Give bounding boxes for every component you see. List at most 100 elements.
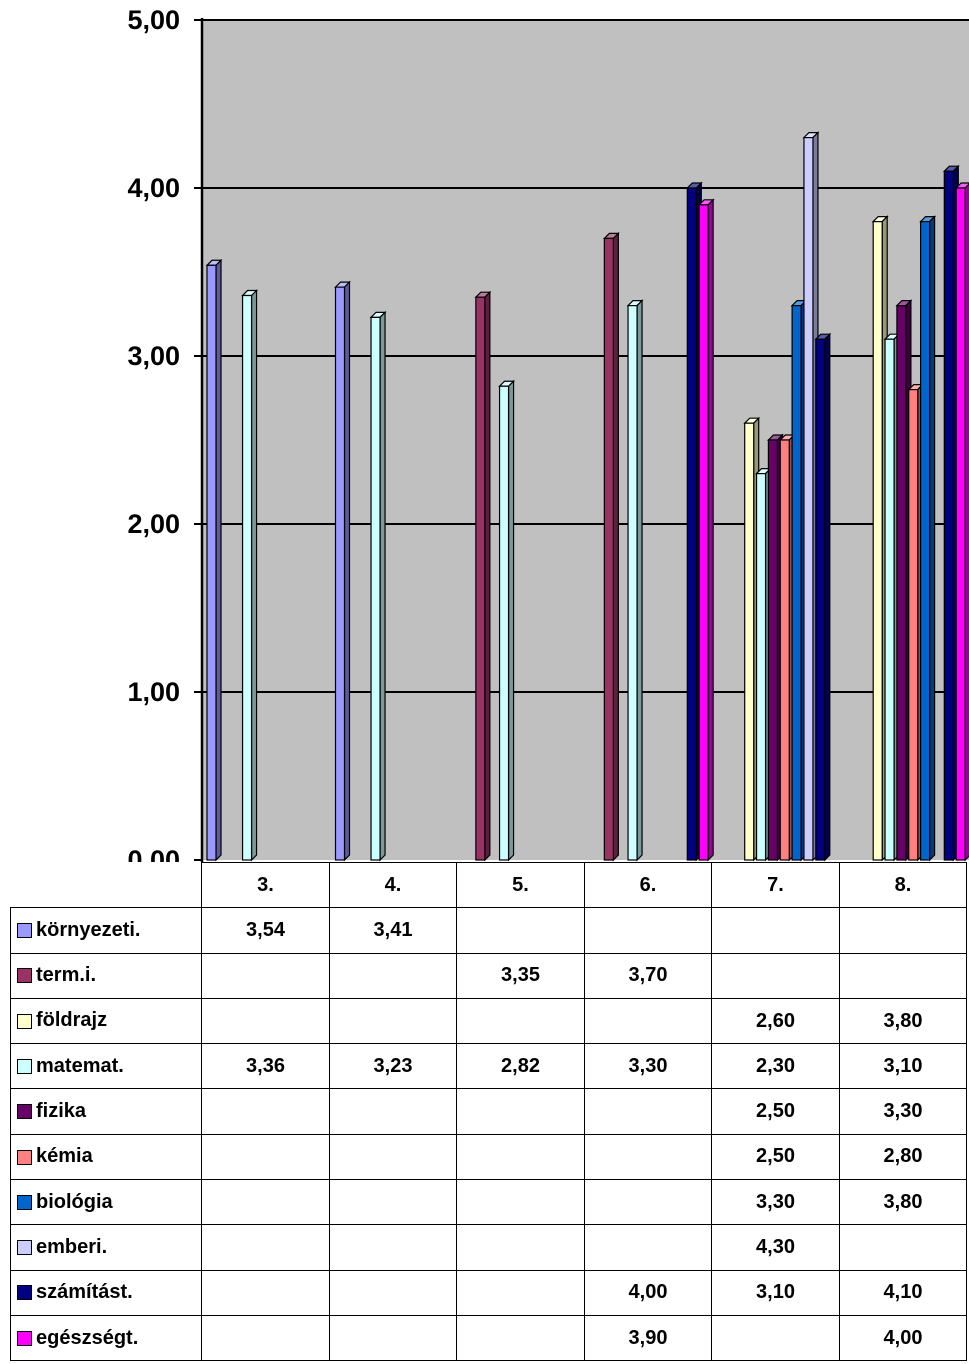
legend-entry: fizika [10,1088,202,1135]
data-label: 4,00 [839,1314,967,1362]
legend-swatch [17,1013,32,1029]
y-tick-label: 1,00 [127,677,180,707]
legend-entry: földrajz [10,997,202,1045]
legend-swatch [17,1104,32,1120]
data-label [584,907,712,954]
bar [955,187,966,861]
legend-entry: emberi. [10,1224,202,1271]
series-name: term.i. [36,964,97,987]
bar [779,439,790,861]
data-label [329,997,457,1045]
data-label [201,1269,330,1316]
bar [919,221,931,861]
data-label [329,1269,457,1316]
data-label: 3,90 [584,1314,712,1362]
legend-swatch [17,923,32,939]
legend-entry: környezeti. [10,907,202,954]
category-label: 4. [329,861,457,909]
data-label [711,907,840,954]
legend-swatch [17,1285,32,1301]
bar [334,286,346,861]
bar [791,305,802,861]
data-label [839,952,967,999]
data-label [201,1088,330,1135]
table-row: term.i. 3,35 3,70 [10,952,967,999]
bar [755,473,767,861]
bar [206,264,217,861]
y-tick-label: 3,00 [127,341,180,371]
data-label [456,907,585,954]
data-label [456,1133,585,1181]
category-label: 5. [456,861,585,909]
bar-side [928,215,936,862]
data-label: 2,30 [711,1043,840,1090]
category-label: 3. [201,861,330,909]
data-label [839,907,967,954]
category-label: 8. [839,861,967,909]
series-name: földrajz [36,1009,108,1032]
bar [815,338,826,861]
chart-data-table: 3. 4. 5. 6. 7. 8. környezeti. 3,54 3,41 term.i. 3,… [10,861,967,1362]
table-row: kémia 2,50 2,80 [10,1133,967,1181]
series-name: biológia [36,1190,113,1213]
bar-side [343,280,351,862]
data-label [456,1179,585,1226]
bar [803,137,814,861]
data-label: 3,41 [329,907,457,954]
series-name: emberi. [36,1236,108,1259]
series-name: környezeti. [36,919,141,942]
data-label: 3,80 [839,1179,967,1226]
bar [872,221,883,861]
table-header-row: 3. 4. 5. 6. 7. 8. [10,861,967,909]
legend-entry: számítást. [10,1269,202,1316]
data-label [584,1179,712,1226]
category-label: 7. [711,861,840,909]
data-label: 3,80 [839,997,967,1045]
data-label [329,1088,457,1135]
data-label: 2,50 [711,1133,840,1181]
data-label [329,1179,457,1226]
data-label: 3,10 [711,1269,840,1316]
legend-swatch [17,1194,32,1210]
data-label: 2,82 [456,1043,585,1090]
data-label [456,1269,585,1316]
plot-area [202,20,969,860]
table-row: földrajz 2,60 3,80 [10,997,967,1045]
data-label [839,1224,967,1271]
bar [475,296,486,861]
bar [686,187,697,861]
bar [884,338,895,861]
data-label [201,1133,330,1181]
bar [498,385,510,861]
series-name: kémia [36,1145,93,1168]
data-label: 4,30 [711,1224,840,1271]
bar [943,170,954,861]
data-label [456,997,585,1045]
legend-swatch [17,1330,32,1346]
y-tick-label: 0,00 [127,845,180,862]
legend-entry: egészségt. [10,1314,202,1362]
y-tick-label: 4,00 [127,173,180,203]
series-name: egészségt. [36,1326,139,1349]
data-label [584,997,712,1045]
series-name: matemat. [36,1054,124,1077]
data-label: 3,36 [201,1043,330,1090]
table-corner [10,862,202,909]
y-tick-label: 2,00 [127,509,180,539]
table-row: fizika 2,50 3,30 [10,1088,967,1135]
data-label [711,952,840,999]
bar [603,237,614,861]
bar [370,316,381,861]
data-label: 3,30 [839,1088,967,1135]
legend-entry: kémia [10,1133,202,1181]
legend-swatch [17,968,32,984]
bar-side [707,198,714,862]
data-label [329,1224,457,1271]
data-label: 3,23 [329,1043,457,1090]
data-label [201,1224,330,1271]
table-row: emberi. 4,30 [10,1224,967,1271]
table-row: matemat. 3,36 3,23 2,82 3,30 2,30 3,10 [10,1043,967,1090]
bar [908,389,919,861]
bar [698,204,709,861]
bar [896,305,907,861]
